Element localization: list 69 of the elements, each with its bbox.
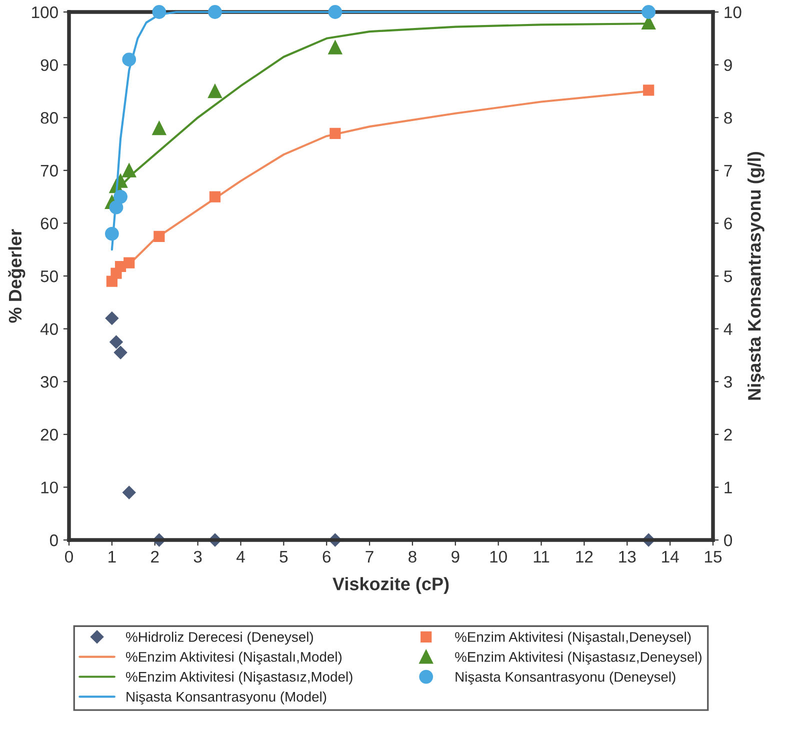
x-tick-label: 7 xyxy=(366,551,374,562)
legend-label: Nişasta Konsantrasyonu (Model) xyxy=(126,691,326,705)
y-tick-label: 80 xyxy=(40,112,58,124)
x-tick-label: 4 xyxy=(236,551,245,562)
y-tick-label: 40 xyxy=(40,323,58,336)
point xyxy=(122,163,136,178)
point xyxy=(642,5,656,19)
y2-axis-title: Nişasta Konsantrasyonu (g/l) xyxy=(748,152,764,400)
x-axis-title: Viskozite (cP) xyxy=(332,577,449,594)
point xyxy=(104,226,119,241)
y2-tick-label: 5 xyxy=(724,270,732,282)
x-tick-label: 1 xyxy=(108,551,116,562)
x-tick-label: 11 xyxy=(534,551,550,562)
legend-label: %Enzim Aktivitesi (Nişastasız,Model) xyxy=(126,672,352,685)
point xyxy=(154,230,165,242)
point xyxy=(114,346,128,360)
x-tick-label: 10 xyxy=(490,550,507,563)
point xyxy=(328,5,342,19)
y-tick-label: 20 xyxy=(40,428,58,441)
x-tick-label: 0 xyxy=(65,550,73,563)
legend-label: %Enzim Aktivitesi (Nişastalı,Deneysel) xyxy=(455,632,691,645)
x-tick-label: 3 xyxy=(194,550,202,563)
point xyxy=(110,335,123,349)
point xyxy=(152,121,166,136)
x-tick-label: 2 xyxy=(151,550,159,562)
y2-tick-label: 3 xyxy=(724,376,732,388)
y-tick-label: 60 xyxy=(40,218,58,230)
point xyxy=(124,257,135,268)
point xyxy=(122,486,136,500)
x-tick-label: 9 xyxy=(452,550,460,563)
legend-label: %Enzim Aktivitesi (Nişastasız,Deneysel) xyxy=(455,652,702,665)
point xyxy=(328,40,342,54)
point xyxy=(209,191,221,202)
point xyxy=(109,200,124,214)
y2-tick-label: 1 xyxy=(724,482,732,494)
x-tick-label: 13 xyxy=(619,550,636,563)
x-tick-label: 6 xyxy=(322,550,330,563)
y2-tick-label: 8 xyxy=(724,112,732,124)
y2-tick-label: 4 xyxy=(724,323,732,335)
y-tick-label: 0 xyxy=(50,534,58,546)
y2-tick-label: 6 xyxy=(724,218,732,230)
point xyxy=(152,5,166,19)
point xyxy=(208,84,222,98)
x-tick-label: 8 xyxy=(408,550,416,563)
y2-tick-label: 9 xyxy=(724,59,732,72)
y-axis-title: % Değerler xyxy=(8,229,26,323)
x-tick-label: 15 xyxy=(705,551,722,563)
y-tick-label: 30 xyxy=(40,376,58,388)
point xyxy=(330,128,341,139)
legend-label: Nişasta Konsantrasyonu (Deneysel) xyxy=(456,672,676,685)
y-tick-label: 70 xyxy=(40,164,58,177)
point xyxy=(114,190,128,204)
legend-label: %Enzim Aktivitesi (Nişastalı,Model) xyxy=(126,652,342,665)
point xyxy=(105,312,119,325)
y-tick-label: 10 xyxy=(41,482,58,494)
y-tick-label: 50 xyxy=(40,270,58,282)
x-tick-label: 5 xyxy=(280,551,288,563)
legend-label: %Hidroliz Derecesi (Deneysel) xyxy=(126,632,313,645)
y2-tick-label: 7 xyxy=(724,164,732,176)
x-tick-label: 12 xyxy=(576,550,593,562)
point xyxy=(643,84,654,96)
y2-tick-label: 10 xyxy=(724,6,742,18)
point xyxy=(122,52,136,66)
point xyxy=(208,5,222,19)
y-tick-label: 100 xyxy=(32,6,58,18)
y2-tick-label: 2 xyxy=(724,428,732,440)
x-tick-label: 14 xyxy=(662,551,679,562)
y-tick-label: 90 xyxy=(40,59,58,72)
y2-tick-label: 0 xyxy=(724,534,732,546)
